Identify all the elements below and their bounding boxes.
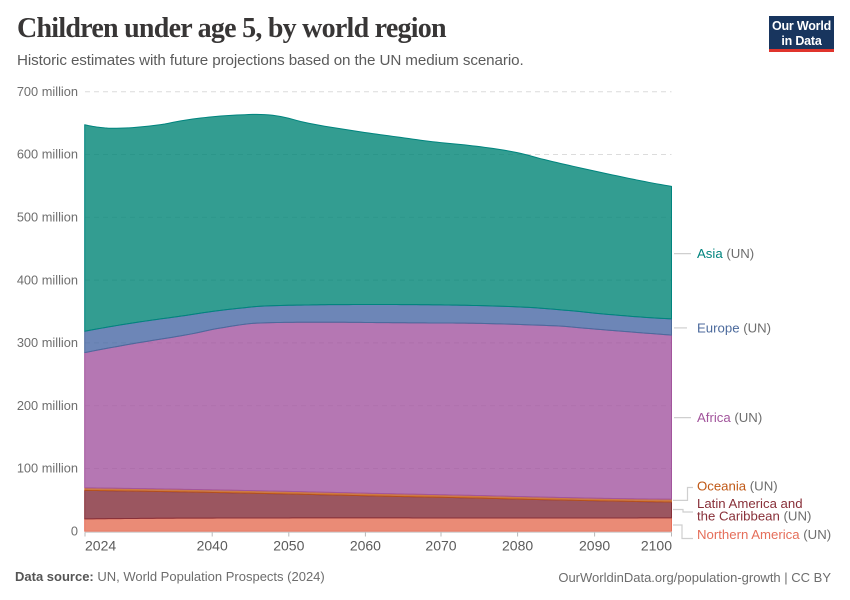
- svg-text:400 million: 400 million: [17, 272, 78, 287]
- svg-text:700 million: 700 million: [17, 84, 78, 99]
- svg-text:2050: 2050: [273, 538, 304, 554]
- svg-text:Northern America (UN): Northern America (UN): [697, 527, 831, 542]
- svg-text:Oceania (UN): Oceania (UN): [697, 478, 778, 493]
- svg-text:2024: 2024: [85, 538, 116, 554]
- svg-text:the Caribbean (UN): the Caribbean (UN): [697, 509, 811, 524]
- svg-text:300 million: 300 million: [17, 335, 78, 350]
- svg-text:0: 0: [71, 524, 78, 539]
- svg-text:Europe (UN): Europe (UN): [697, 320, 771, 335]
- svg-text:100 million: 100 million: [17, 461, 78, 476]
- svg-text:2100: 2100: [641, 538, 672, 554]
- svg-text:2060: 2060: [350, 538, 381, 554]
- svg-text:Africa (UN): Africa (UN): [697, 410, 762, 425]
- svg-text:200 million: 200 million: [17, 398, 78, 413]
- svg-text:2070: 2070: [425, 538, 456, 554]
- svg-text:Latin America and: Latin America and: [697, 496, 803, 511]
- svg-text:2040: 2040: [197, 538, 228, 554]
- svg-text:600 million: 600 million: [17, 147, 78, 162]
- svg-text:2090: 2090: [579, 538, 610, 554]
- svg-text:Asia (UN): Asia (UN): [697, 246, 754, 261]
- svg-text:2080: 2080: [502, 538, 533, 554]
- svg-text:500 million: 500 million: [17, 210, 78, 225]
